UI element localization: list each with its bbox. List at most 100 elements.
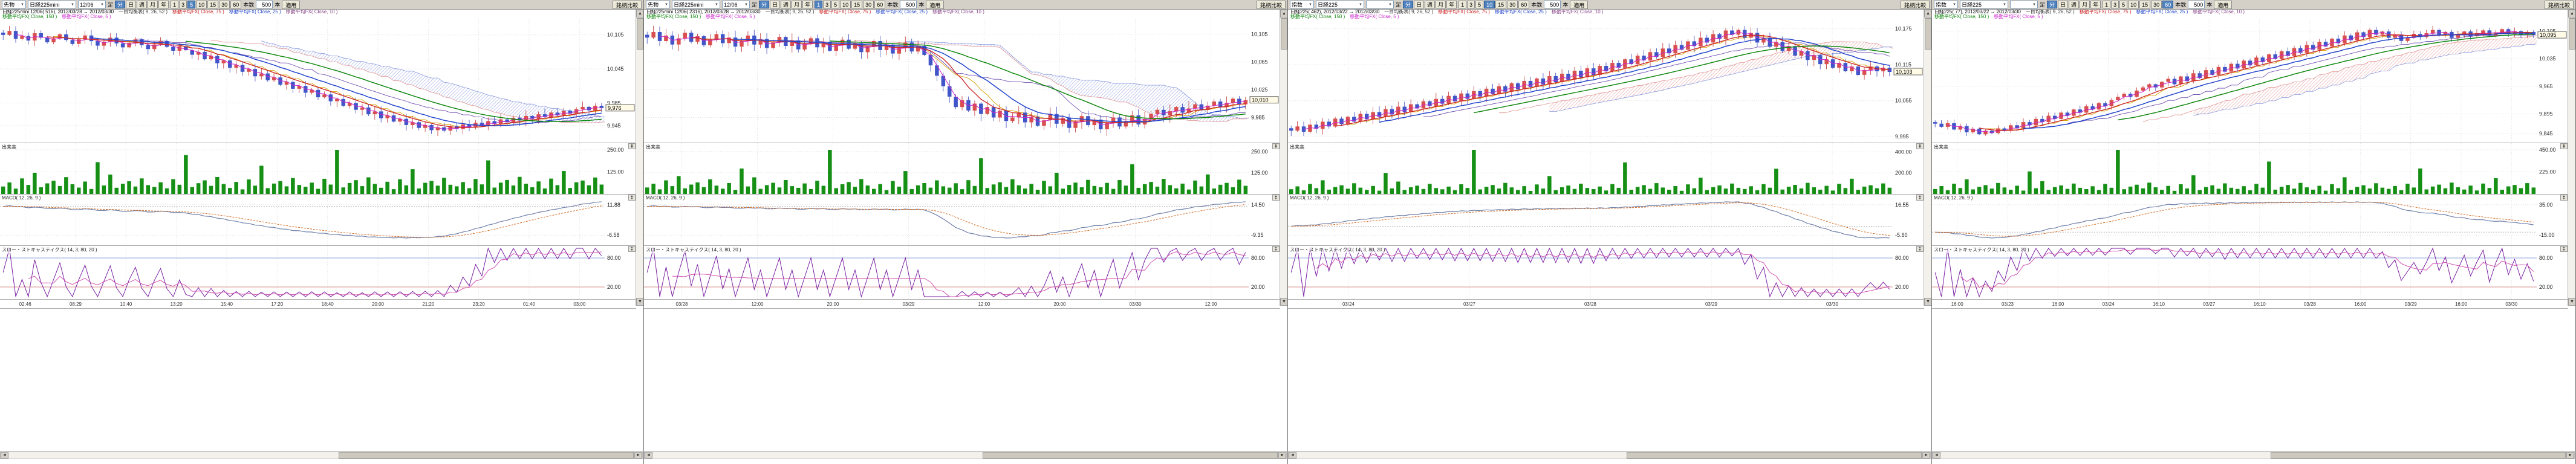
asset-class-select[interactable]: 指数▼ (1290, 1, 1314, 8)
symbol-select[interactable]: 日経225mini▼ (28, 1, 76, 8)
scroll-left-arrow[interactable]: ◄ (1, 452, 8, 459)
period-button-分[interactable]: 分 (759, 1, 769, 8)
contract-select[interactable]: ▼ (1366, 1, 1394, 8)
collapse-section-button[interactable]: ▲▼ (2560, 195, 2568, 201)
symbol-select[interactable]: 日経225mini▼ (672, 1, 720, 8)
scroll-up-arrow[interactable]: ▲ (1924, 10, 1932, 18)
symbol-select[interactable]: 日経225▼ (1960, 1, 2008, 8)
volume-chart[interactable]: 450.00225.00 (1932, 143, 2568, 194)
collapse-section-button[interactable]: ▲▼ (1272, 246, 1280, 252)
collapse-section-button[interactable]: ▲▼ (628, 195, 636, 201)
minute-button-3[interactable]: 3 (823, 1, 831, 8)
period-button-年[interactable]: 年 (158, 1, 169, 8)
minute-button-5[interactable]: 5 (1475, 1, 1483, 8)
horizontal-scrollbar[interactable]: ◄ ► (0, 451, 643, 459)
minute-button-3[interactable]: 3 (2111, 1, 2119, 8)
stochastics-chart[interactable]: 80.0020.00 (1288, 246, 1924, 299)
collapse-section-button[interactable]: ▲▼ (628, 246, 636, 252)
horizontal-scrollbar-thumb[interactable] (983, 452, 1278, 459)
scroll-right-arrow[interactable]: ► (2566, 452, 2574, 459)
horizontal-scrollbar[interactable]: ◄ ► (644, 451, 1287, 459)
collapse-section-button[interactable]: ▲▼ (1272, 195, 1280, 201)
price-chart[interactable]: 10,17510,11510,0559,99510,103 (1288, 19, 1924, 143)
minute-button-3[interactable]: 3 (1467, 1, 1475, 8)
minute-button-15[interactable]: 15 (207, 1, 218, 8)
minute-button-15[interactable]: 15 (1495, 1, 1506, 8)
horizontal-scrollbar[interactable]: ◄ ► (1932, 451, 2575, 459)
minute-button-10[interactable]: 10 (196, 1, 207, 8)
period-button-日[interactable]: 日 (2058, 1, 2068, 8)
volume-chart[interactable]: 250.00125.00 (0, 143, 636, 194)
minute-button-10[interactable]: 10 (2128, 1, 2139, 8)
compare-button[interactable]: 銘柄比較 (1257, 1, 1286, 9)
compare-button[interactable]: 銘柄比較 (613, 1, 642, 9)
vertical-scrollbar-thumb[interactable] (2569, 18, 2575, 50)
collapse-section-button[interactable]: ▲▼ (1916, 195, 1924, 201)
period-button-週[interactable]: 週 (1425, 1, 1435, 8)
apply-button[interactable]: 適用 (282, 1, 300, 9)
period-button-年[interactable]: 年 (2090, 1, 2101, 8)
period-button-日[interactable]: 日 (770, 1, 780, 8)
period-button-日[interactable]: 日 (126, 1, 136, 8)
collapse-section-button[interactable]: ▲▼ (2560, 143, 2568, 149)
period-button-週[interactable]: 週 (2069, 1, 2079, 8)
collapse-section-button[interactable]: ▲▼ (1916, 246, 1924, 252)
apply-button[interactable]: 適用 (2214, 1, 2232, 9)
minute-button-60[interactable]: 60 (1518, 1, 1529, 8)
macd-chart[interactable]: 35.00-15.00 (1932, 195, 2568, 245)
bars-count-input[interactable] (900, 1, 917, 8)
price-chart[interactable]: 10,10510,0459,9859,9459,976 (0, 19, 636, 143)
minute-button-15[interactable]: 15 (851, 1, 862, 8)
asset-class-select[interactable]: 先物▼ (646, 1, 670, 8)
macd-chart[interactable]: 11.88-6.58 (0, 195, 636, 245)
minute-button-5[interactable]: 5 (831, 1, 839, 8)
collapse-section-button[interactable]: ▲▼ (1272, 143, 1280, 149)
compare-button[interactable]: 銘柄比較 (2545, 1, 2574, 9)
minute-button-1[interactable]: 1 (1459, 1, 1466, 8)
minute-button-30[interactable]: 30 (863, 1, 874, 8)
collapse-section-button[interactable]: ▲▼ (628, 143, 636, 149)
vertical-scrollbar[interactable]: ▲ ▼ (1924, 10, 1931, 306)
scroll-down-arrow[interactable]: ▼ (1924, 298, 1932, 306)
horizontal-scrollbar-thumb[interactable] (1627, 452, 1922, 459)
minute-button-10[interactable]: 10 (1484, 1, 1495, 8)
price-chart[interactable]: 10,10510,0359,9659,8959,84510,095 (1932, 19, 2568, 143)
bars-count-input[interactable] (2188, 1, 2205, 8)
period-button-分[interactable]: 分 (115, 1, 125, 8)
period-button-年[interactable]: 年 (802, 1, 813, 8)
asset-class-select[interactable]: 指数▼ (1934, 1, 1958, 8)
minute-button-60[interactable]: 60 (230, 1, 241, 8)
period-button-月[interactable]: 月 (2080, 1, 2090, 8)
contract-select[interactable]: 12/06▼ (78, 1, 106, 8)
symbol-select[interactable]: 日経225▼ (1316, 1, 1364, 8)
scroll-right-arrow[interactable]: ► (1278, 452, 1286, 459)
price-chart[interactable]: 10,10510,06510,0259,98510,010 (644, 19, 1280, 143)
apply-button[interactable]: 適用 (1570, 1, 1588, 9)
collapse-section-button[interactable]: ▲▼ (2560, 246, 2568, 252)
compare-button[interactable]: 銘柄比較 (1901, 1, 1930, 9)
minute-button-3[interactable]: 3 (179, 1, 187, 8)
volume-chart[interactable]: 400.00200.00 (1288, 143, 1924, 194)
minute-button-1[interactable]: 1 (815, 1, 822, 8)
minute-button-30[interactable]: 30 (2151, 1, 2162, 8)
scroll-up-arrow[interactable]: ▲ (2568, 10, 2576, 18)
period-button-月[interactable]: 月 (792, 1, 802, 8)
contract-select[interactable]: ▼ (2010, 1, 2038, 8)
scroll-up-arrow[interactable]: ▲ (1280, 10, 1288, 18)
vertical-scrollbar[interactable]: ▲ ▼ (2568, 10, 2575, 306)
period-button-年[interactable]: 年 (1446, 1, 1457, 8)
scroll-left-arrow[interactable]: ◄ (645, 452, 652, 459)
vertical-scrollbar[interactable]: ▲ ▼ (636, 10, 643, 306)
period-button-分[interactable]: 分 (2047, 1, 2057, 8)
horizontal-scrollbar-thumb[interactable] (2271, 452, 2566, 459)
period-button-日[interactable]: 日 (1414, 1, 1424, 8)
scroll-left-arrow[interactable]: ◄ (1933, 452, 1940, 459)
bars-count-input[interactable] (256, 1, 273, 8)
minute-button-1[interactable]: 1 (171, 1, 178, 8)
minute-button-1[interactable]: 1 (2103, 1, 2110, 8)
minute-button-15[interactable]: 15 (2139, 1, 2150, 8)
vertical-scrollbar-thumb[interactable] (637, 18, 643, 50)
scroll-right-arrow[interactable]: ► (1922, 452, 1930, 459)
stochastics-chart[interactable]: 80.0020.00 (1932, 246, 2568, 299)
minute-button-5[interactable]: 5 (2119, 1, 2127, 8)
